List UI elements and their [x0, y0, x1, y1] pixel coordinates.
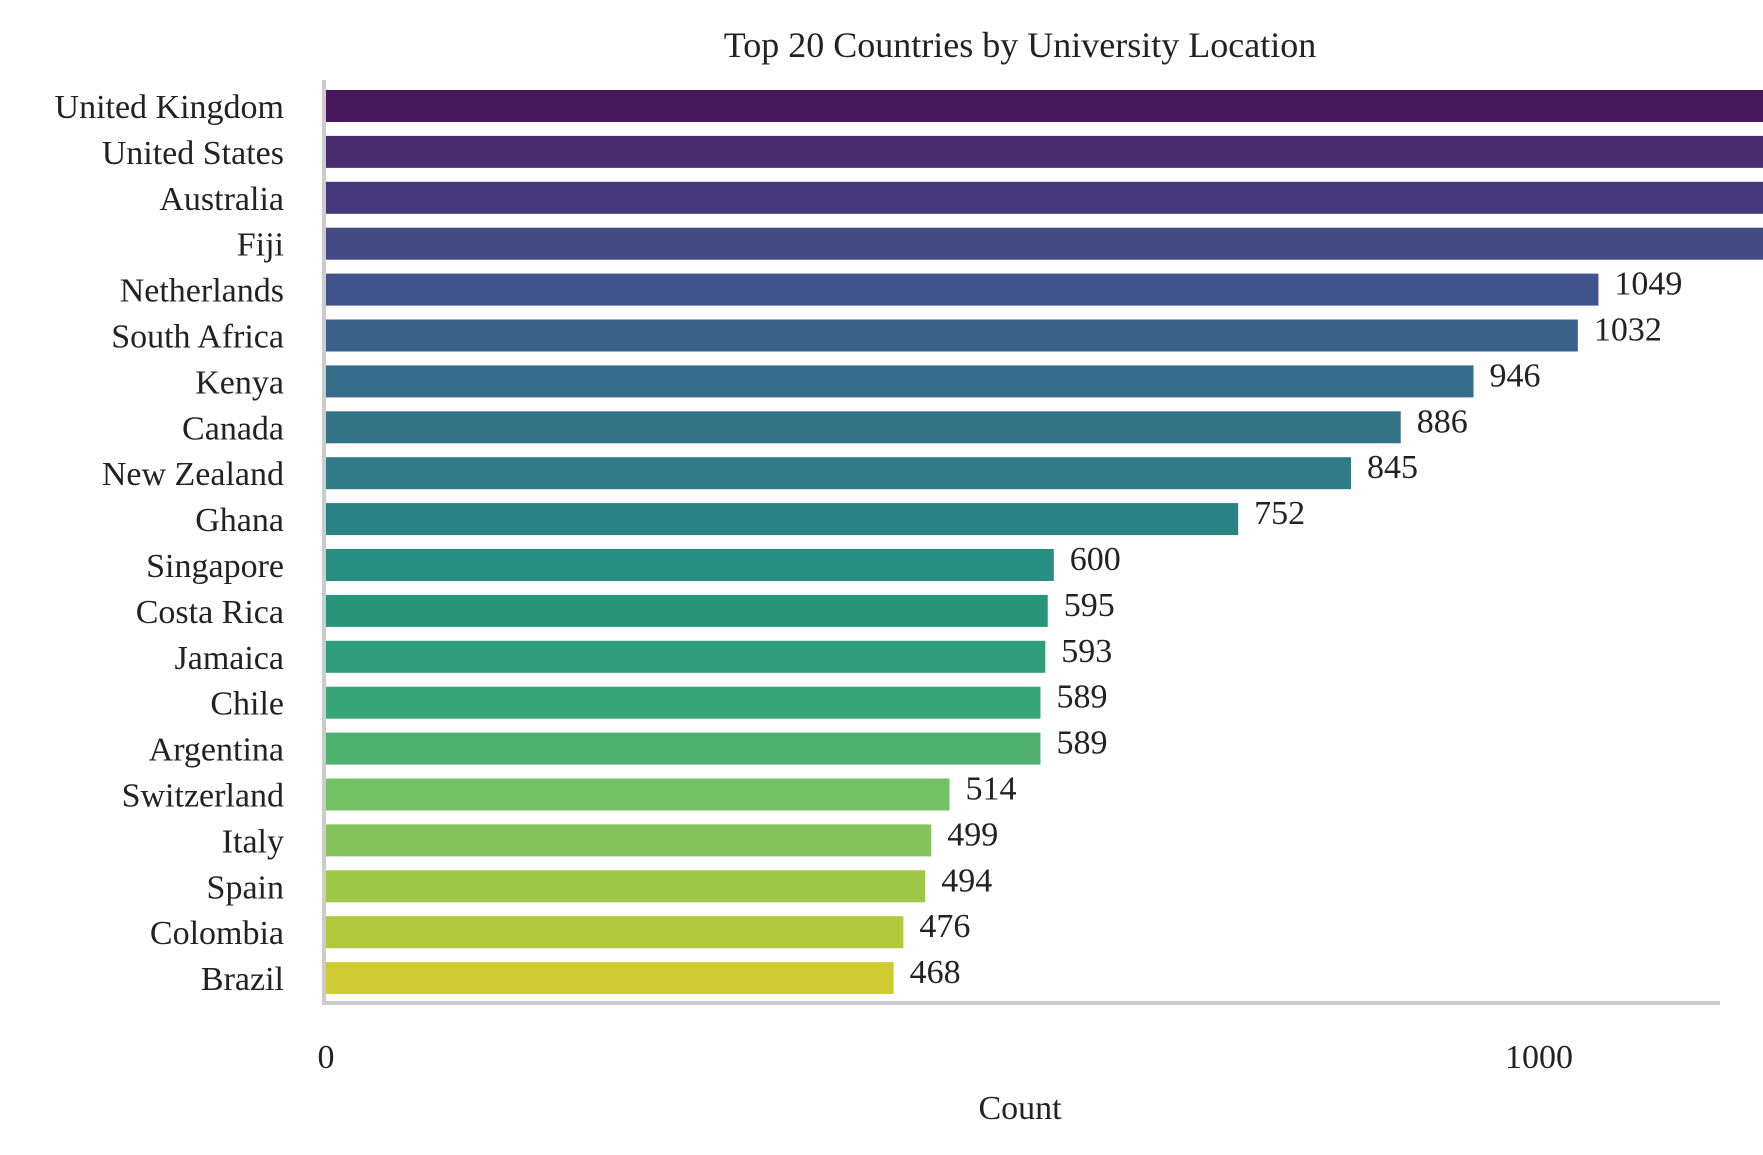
bar-united-states: [326, 135, 1763, 168]
category-label-jamaica: Jamaica: [175, 640, 285, 677]
bar-jamaica: [326, 640, 1046, 673]
bar-ghana: [326, 503, 1239, 536]
bar-canada: [326, 411, 1401, 444]
x-tick-label-0: 0: [318, 1039, 335, 1076]
category-label-united-kingdom: United Kingdom: [55, 89, 284, 126]
bar-singapore: [326, 549, 1054, 581]
value-label-canada: 886: [1417, 403, 1468, 440]
value-label-chile: 589: [1056, 679, 1107, 716]
value-label-kenya: 946: [1489, 357, 1540, 394]
value-label-brazil: 468: [910, 954, 961, 991]
x-tick-label-1000: 1000: [1505, 1039, 1573, 1076]
category-label-united-states: United States: [102, 135, 284, 172]
value-label-colombia: 476: [919, 908, 970, 945]
category-label-australia: Australia: [159, 181, 284, 218]
category-label-argentina: Argentina: [149, 732, 284, 769]
category-label-switzerland: Switzerland: [122, 778, 284, 815]
value-label-new-zealand: 845: [1367, 449, 1418, 486]
category-label-fiji: Fiji: [237, 227, 284, 264]
x-tick-labels: 010002000300040005000: [318, 1039, 1574, 1076]
category-label-ghana: Ghana: [195, 502, 284, 539]
bar-netherlands: [326, 273, 1599, 306]
bar-brazil: [326, 962, 894, 995]
value-label-jamaica: 593: [1061, 633, 1112, 670]
bar-spain: [326, 870, 926, 903]
category-label-spain: Spain: [207, 869, 284, 906]
chart-title: Top 20 Countries by University Location: [724, 25, 1316, 65]
category-label-canada: Canada: [182, 410, 284, 447]
value-labels: 5473224120781335104910329468868457526005…: [910, 266, 1683, 991]
value-label-ghana: 752: [1254, 495, 1305, 532]
category-label-costa-rica: Costa Rica: [136, 594, 284, 631]
bar-argentina: [326, 732, 1041, 765]
category-label-brazil: Brazil: [201, 961, 284, 998]
category-label-singapore: Singapore: [146, 548, 284, 585]
bar-kenya: [326, 365, 1474, 398]
bar-new-zealand: [326, 457, 1351, 490]
value-label-south-africa: 1032: [1594, 312, 1662, 349]
category-labels: United Kingdom United States Australia Fiji…: [55, 89, 284, 998]
bars-layer: [326, 90, 1763, 995]
value-label-switzerland: 514: [965, 771, 1016, 808]
value-label-spain: 494: [941, 862, 992, 899]
bar-italy: [326, 824, 932, 857]
value-label-argentina: 589: [1056, 725, 1107, 762]
bar-fiji: [326, 227, 1763, 260]
category-label-chile: Chile: [210, 686, 284, 723]
bar-colombia: [326, 916, 904, 949]
category-label-kenya: Kenya: [195, 364, 284, 401]
bar-south-africa: [326, 319, 1578, 352]
category-label-new-zealand: New Zealand: [102, 456, 284, 493]
bar-united-kingdom: [326, 90, 1763, 122]
value-label-singapore: 600: [1070, 541, 1121, 578]
value-label-costa-rica: 595: [1064, 587, 1115, 624]
category-label-colombia: Colombia: [150, 915, 284, 952]
value-label-italy: 499: [947, 816, 998, 853]
category-label-italy: Italy: [222, 823, 284, 860]
category-label-netherlands: Netherlands: [120, 273, 284, 310]
category-label-south-africa: South Africa: [111, 319, 284, 356]
bar-switzerland: [326, 778, 950, 811]
bar-australia: [326, 181, 1763, 214]
value-label-netherlands: 1049: [1614, 266, 1682, 303]
x-axis-label: Count: [978, 1090, 1062, 1127]
bar-costa-rica: [326, 594, 1048, 627]
bar-chile: [326, 686, 1041, 719]
